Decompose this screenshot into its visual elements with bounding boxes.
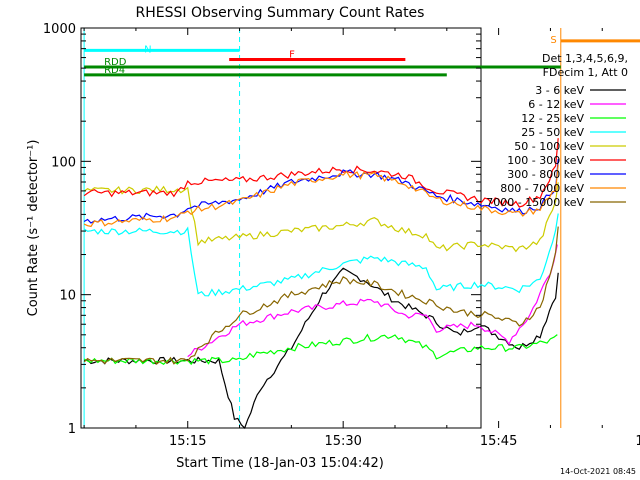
- series-100-300-kev: [83, 138, 559, 208]
- legend-label-25-50-kev: 25 - 50 keV: [521, 126, 584, 139]
- data-series: [83, 138, 559, 430]
- series-12-25-kev: [83, 333, 558, 366]
- legend-header-line1: Det 1,3,4,5,6,9,: [542, 52, 628, 65]
- state-bar-label-rd4: RD4: [104, 65, 125, 76]
- legend-label-300-800-kev: 300 - 800 keV: [507, 168, 584, 181]
- x-tick-label: 15:30: [324, 434, 361, 449]
- y-tick-label: 1: [68, 422, 76, 437]
- legend-header-line2: FDecim 1, Att 0: [543, 66, 628, 79]
- legend-label-6-12-kev: 6 - 12 keV: [528, 98, 584, 111]
- series-3-6-kev: [84, 267, 559, 430]
- series-300-800-kev: [83, 158, 559, 224]
- series-7000-15000-kev: [83, 226, 559, 365]
- y-tick-label: 10: [59, 289, 76, 304]
- y-tick-label: 1000: [43, 22, 76, 37]
- x-tick-label: 15:45: [480, 434, 517, 449]
- y-tick-label: 100: [51, 155, 76, 170]
- y-axis-label: Count Rate (s⁻¹ detector⁻¹): [26, 140, 41, 317]
- chart-title: RHESSI Observing Summary Count Rates: [136, 5, 425, 21]
- series-25-50-kev: [83, 213, 559, 297]
- series-6-12-kev: [187, 244, 558, 358]
- x-axis-label: Start Time (18-Jan-03 15:04:42): [176, 456, 384, 471]
- legend-label-3-6-kev: 3 - 6 keV: [535, 84, 584, 97]
- legend-label-7000-15000-kev: 7000 - 15000 keV: [486, 196, 584, 209]
- legend-label-800-7000-kev: 800 - 7000 keV: [500, 182, 584, 195]
- state-bar-label-rdd: RDD: [104, 57, 127, 68]
- x-tick-label: 16:00: [635, 434, 640, 449]
- series-50-100-kev: [83, 182, 559, 253]
- legend-label-50-100-kev: 50 - 100 keV: [514, 140, 584, 153]
- series-800-7000-kev: [83, 164, 559, 228]
- state-bar-label-f: F: [289, 50, 295, 61]
- state-bar-label-s: S: [550, 35, 556, 46]
- x-tick-label: 15:15: [169, 434, 206, 449]
- plot-frame: [80, 27, 482, 429]
- legend-label-12-25-kev: 12 - 25 keV: [521, 112, 584, 125]
- footer-timestamp: 14-Oct-2021 08:45: [560, 467, 636, 476]
- state-bar-label-n: N: [144, 44, 151, 55]
- legend-label-100-300-kev: 100 - 300 keV: [507, 154, 584, 167]
